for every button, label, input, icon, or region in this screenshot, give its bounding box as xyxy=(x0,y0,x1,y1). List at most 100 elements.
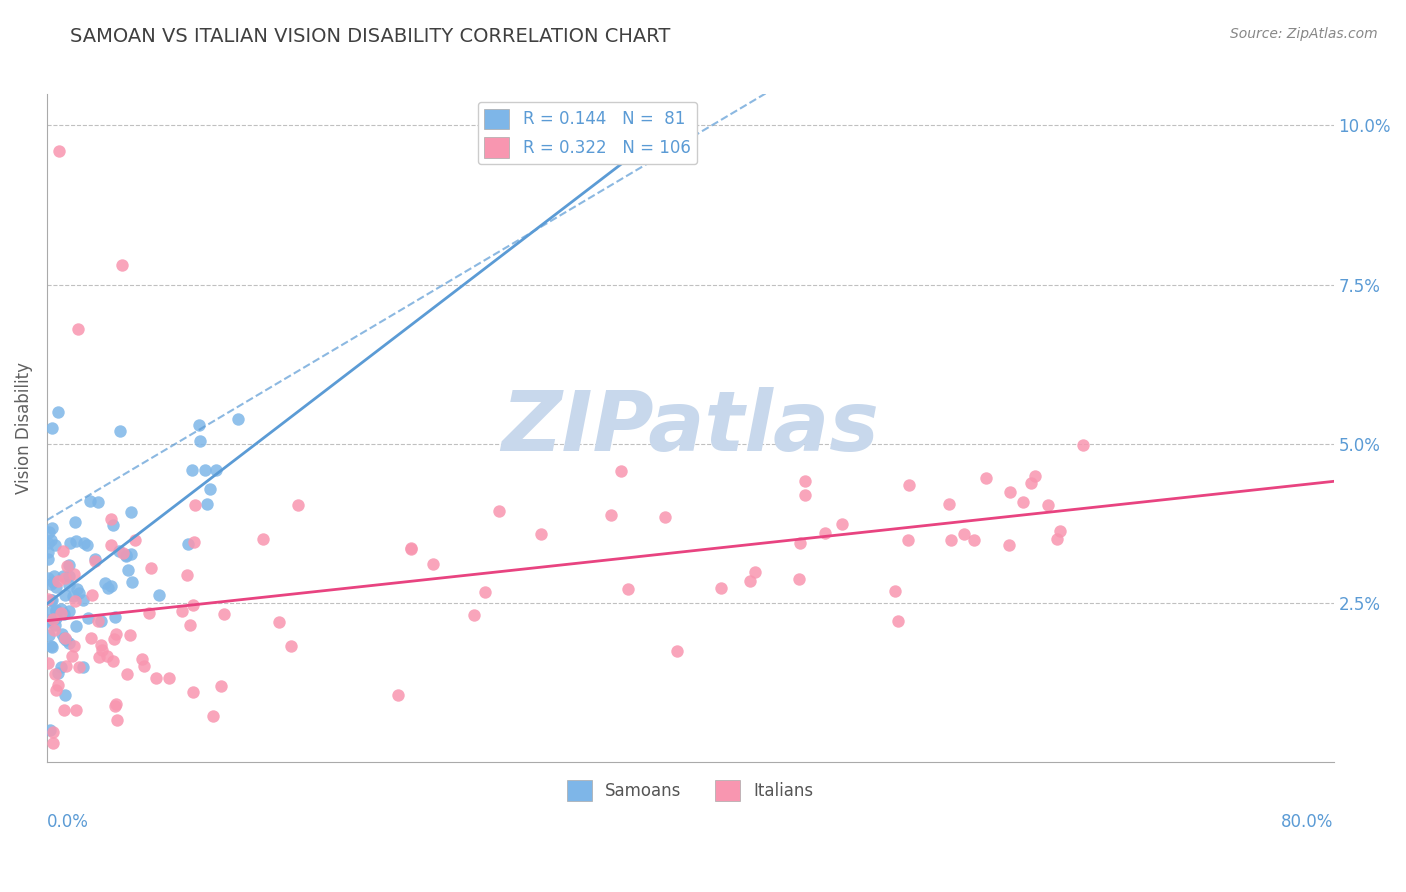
Point xyxy=(41,640,63,654)
Point xyxy=(666,644,689,658)
Point xyxy=(65,703,87,717)
Point xyxy=(46,678,69,692)
Point xyxy=(184,498,207,512)
Point xyxy=(42,624,65,638)
Point xyxy=(463,607,485,622)
Point xyxy=(214,607,236,622)
Point xyxy=(73,536,96,550)
Point xyxy=(38,613,60,627)
Point xyxy=(176,567,198,582)
Point xyxy=(58,604,80,618)
Point xyxy=(1036,498,1059,512)
Point xyxy=(115,548,138,562)
Point xyxy=(67,586,90,600)
Point xyxy=(654,510,676,524)
Point xyxy=(87,650,110,665)
Point xyxy=(100,579,122,593)
Point xyxy=(55,632,77,647)
Point xyxy=(42,612,65,626)
Point xyxy=(104,698,127,713)
Point xyxy=(72,659,94,673)
Legend: Samoans, Italians: Samoans, Italians xyxy=(561,773,820,807)
Point xyxy=(53,632,76,646)
Point xyxy=(194,463,217,477)
Point xyxy=(884,583,907,598)
Point xyxy=(422,558,444,572)
Point xyxy=(179,617,201,632)
Point xyxy=(45,682,67,697)
Point xyxy=(744,565,766,579)
Point xyxy=(1049,524,1071,538)
Point xyxy=(131,652,153,666)
Point xyxy=(45,611,67,625)
Point xyxy=(44,538,66,552)
Point xyxy=(252,532,274,546)
Point xyxy=(1046,532,1069,546)
Point xyxy=(39,592,62,607)
Point xyxy=(41,724,63,739)
Point xyxy=(76,538,98,552)
Point xyxy=(63,515,86,529)
Point xyxy=(124,533,146,547)
Point xyxy=(41,603,63,617)
Point xyxy=(49,602,72,616)
Point xyxy=(148,588,170,602)
Point xyxy=(100,538,122,552)
Point xyxy=(1071,438,1094,452)
Point xyxy=(195,497,218,511)
Point xyxy=(65,582,87,596)
Point xyxy=(100,512,122,526)
Point xyxy=(53,571,76,585)
Point xyxy=(474,585,496,599)
Point xyxy=(62,639,84,653)
Point xyxy=(41,575,63,590)
Point xyxy=(794,488,817,502)
Point xyxy=(974,471,997,485)
Point xyxy=(401,541,423,556)
Point xyxy=(177,537,200,551)
Point xyxy=(103,610,125,624)
Point xyxy=(107,544,129,558)
Point xyxy=(488,504,510,518)
Point xyxy=(55,659,77,673)
Point xyxy=(198,482,221,496)
Point xyxy=(181,598,204,612)
Point xyxy=(44,666,66,681)
Text: 80.0%: 80.0% xyxy=(1281,813,1334,831)
Point xyxy=(183,535,205,549)
Point xyxy=(46,665,69,680)
Point xyxy=(105,713,128,727)
Point xyxy=(52,568,75,582)
Point xyxy=(108,424,131,438)
Point xyxy=(997,539,1019,553)
Point xyxy=(38,524,60,539)
Point xyxy=(41,421,63,435)
Point xyxy=(1012,494,1035,508)
Point xyxy=(41,592,63,607)
Point xyxy=(1019,476,1042,491)
Point xyxy=(139,561,162,575)
Point xyxy=(60,648,83,663)
Point xyxy=(72,592,94,607)
Y-axis label: Vision Disability: Vision Disability xyxy=(15,362,32,494)
Point xyxy=(45,604,67,618)
Point xyxy=(938,497,960,511)
Point xyxy=(610,464,633,478)
Point xyxy=(37,571,59,585)
Point xyxy=(53,703,76,717)
Point xyxy=(120,505,142,519)
Point xyxy=(45,580,67,594)
Point xyxy=(269,615,291,629)
Point xyxy=(37,615,59,629)
Point xyxy=(87,494,110,508)
Point xyxy=(939,533,962,548)
Point xyxy=(831,516,853,531)
Point xyxy=(46,574,69,589)
Point xyxy=(84,552,107,566)
Point xyxy=(787,573,810,587)
Point xyxy=(399,541,422,556)
Point xyxy=(55,559,77,574)
Text: ZIPatlas: ZIPatlas xyxy=(502,387,879,468)
Point xyxy=(813,526,835,541)
Point xyxy=(115,666,138,681)
